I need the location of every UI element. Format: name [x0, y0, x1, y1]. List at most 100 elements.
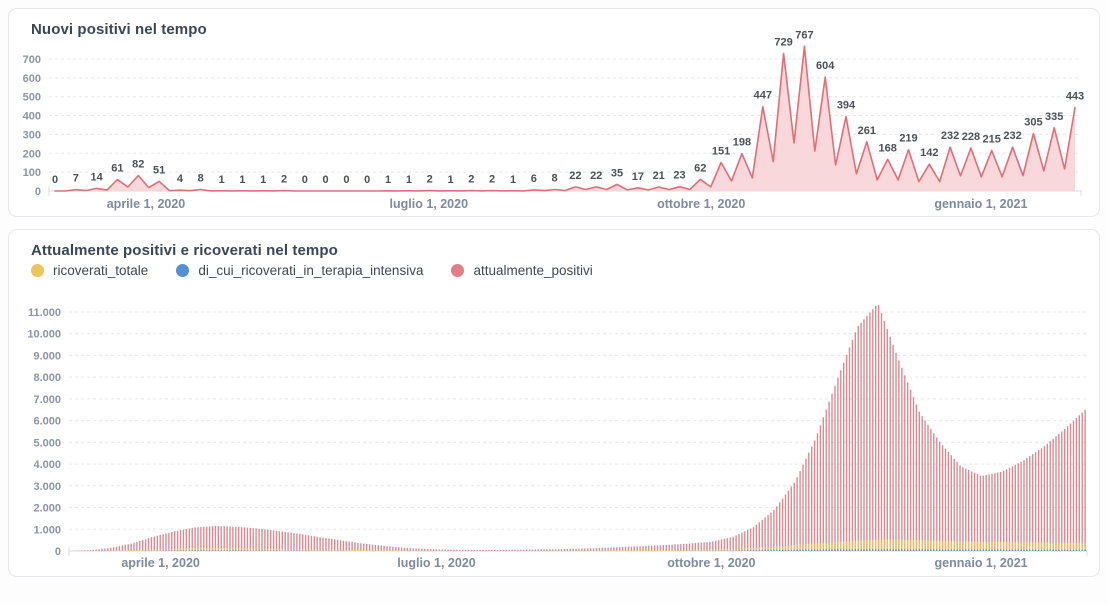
svg-text:767: 767 [795, 29, 813, 41]
legend-label-attualmente-positivi: attualmente_positivi [473, 263, 593, 278]
svg-text:1: 1 [406, 174, 412, 186]
svg-text:5.000: 5.000 [33, 437, 61, 449]
svg-text:0: 0 [343, 174, 349, 186]
chart-attualmente-positivi[interactable]: 0 1.000 2.000 3.000 4.000 5.000 6.000 7.000 8.00… [23, 284, 1091, 572]
svg-text:6: 6 [531, 173, 537, 185]
legend-dot-attualmente-positivi [451, 264, 465, 277]
x-axis-labels: aprile 1, 2020 luglio 1, 2020 ottobre 1, 2… [107, 197, 1028, 211]
svg-text:1.000: 1.000 [33, 524, 61, 536]
svg-text:0: 0 [52, 174, 58, 186]
svg-text:443: 443 [1066, 91, 1084, 103]
svg-text:600: 600 [23, 73, 41, 85]
svg-text:61: 61 [111, 163, 123, 175]
svg-text:1: 1 [385, 174, 391, 186]
svg-text:0: 0 [364, 174, 370, 186]
chart-title-nuovi-positivi: Nuovi positivi nel tempo [31, 21, 207, 38]
series-bars-di_cui_ricoverati_in_terapia_intensiva [142, 549, 1086, 551]
svg-text:3.000: 3.000 [33, 481, 61, 493]
svg-text:700: 700 [23, 54, 41, 66]
legend: ricoverati_totale di_cui_ricoverati_in_t… [31, 263, 1089, 278]
y-axis-labels: 0 100 200 300 400 500 600 700 [23, 54, 41, 198]
svg-text:gennaio 1, 2021: gennaio 1, 2021 [935, 556, 1028, 570]
legend-label-terapia-intensiva: di_cui_ricoverati_in_terapia_intensiva [198, 263, 424, 278]
svg-text:335: 335 [1045, 111, 1063, 123]
svg-text:aprile 1, 2020: aprile 1, 2020 [107, 197, 186, 211]
svg-text:6.000: 6.000 [33, 416, 61, 428]
svg-text:22: 22 [590, 170, 602, 182]
svg-text:62: 62 [694, 162, 706, 174]
svg-text:232: 232 [941, 130, 959, 142]
svg-text:300: 300 [23, 129, 41, 141]
svg-text:0: 0 [35, 186, 41, 198]
svg-text:51: 51 [153, 164, 165, 176]
legend-label-ricoverati-totale: ricoverati_totale [53, 263, 149, 278]
svg-text:8: 8 [552, 173, 558, 185]
svg-text:8: 8 [198, 173, 204, 185]
svg-text:10.000: 10.000 [27, 329, 61, 341]
svg-text:142: 142 [920, 147, 938, 159]
svg-text:0: 0 [55, 546, 61, 558]
legend-dot-terapia-intensiva [176, 264, 190, 277]
svg-text:500: 500 [23, 92, 41, 104]
svg-text:261: 261 [858, 125, 876, 137]
svg-text:17: 17 [632, 171, 644, 183]
svg-text:394: 394 [837, 100, 856, 112]
svg-text:23: 23 [673, 170, 685, 182]
svg-text:7.000: 7.000 [33, 394, 61, 406]
svg-text:1: 1 [510, 174, 516, 186]
series-line [54, 45, 1076, 192]
svg-text:168: 168 [879, 142, 897, 154]
svg-text:0: 0 [323, 174, 329, 186]
svg-text:14: 14 [90, 171, 103, 183]
svg-text:232: 232 [1003, 130, 1021, 142]
svg-text:151: 151 [712, 146, 730, 158]
series-area-fill [55, 46, 1075, 191]
svg-text:luglio 1, 2020: luglio 1, 2020 [397, 556, 476, 570]
svg-text:1: 1 [447, 174, 453, 186]
x-axis-labels: aprile 1, 2020 luglio 1, 2020 ottobre 1, 2… [121, 556, 1027, 570]
svg-text:4.000: 4.000 [33, 459, 61, 471]
svg-text:ottobre 1, 2020: ottobre 1, 2020 [667, 556, 755, 570]
svg-text:aprile 1, 2020: aprile 1, 2020 [121, 556, 200, 570]
svg-text:35: 35 [611, 167, 623, 179]
svg-text:2: 2 [427, 174, 433, 186]
svg-text:2: 2 [468, 174, 474, 186]
svg-text:228: 228 [962, 131, 980, 143]
legend-dot-ricoverati-totale [31, 264, 44, 277]
svg-text:198: 198 [733, 137, 751, 149]
y-axis-labels: 0 1.000 2.000 3.000 4.000 5.000 6.000 7.000 8.00… [27, 307, 61, 558]
svg-text:400: 400 [23, 111, 41, 123]
svg-text:ottobre 1, 2020: ottobre 1, 2020 [657, 197, 745, 211]
svg-text:2: 2 [489, 174, 495, 186]
svg-text:604: 604 [816, 60, 835, 72]
svg-text:7: 7 [73, 173, 79, 185]
svg-text:200: 200 [23, 148, 41, 160]
chart-title-attualmente-positivi: Attualmente positivi e ricoverati nel te… [31, 242, 338, 259]
svg-text:100: 100 [23, 167, 41, 179]
legend-item-ricoverati-totale[interactable]: ricoverati_totale [31, 263, 148, 278]
series-bars-ricoverati_totale [104, 539, 1086, 551]
svg-text:gennaio 1, 2021: gennaio 1, 2021 [934, 197, 1027, 211]
svg-text:1: 1 [260, 174, 266, 186]
svg-text:2: 2 [281, 174, 287, 186]
svg-text:1: 1 [218, 174, 224, 186]
svg-text:4: 4 [177, 173, 184, 185]
grid-lines [69, 311, 1087, 530]
svg-text:22: 22 [569, 170, 581, 182]
legend-item-attualmente-positivi[interactable]: attualmente_positivi [451, 263, 593, 278]
svg-text:219: 219 [899, 133, 917, 145]
svg-text:1: 1 [239, 174, 245, 186]
svg-text:447: 447 [754, 90, 772, 102]
svg-text:luglio 1, 2020: luglio 1, 2020 [390, 197, 469, 211]
card-attualmente-positivi: Attualmente positivi e ricoverati nel te… [8, 229, 1100, 577]
legend-item-terapia-intensiva[interactable]: di_cui_ricoverati_in_terapia_intensiva [176, 263, 423, 278]
card-nuovi-positivi: Nuovi positivi nel tempo 0 100 200 300 400 50… [8, 8, 1100, 217]
svg-text:305: 305 [1024, 117, 1042, 129]
svg-text:8.000: 8.000 [33, 372, 61, 384]
svg-text:729: 729 [774, 37, 792, 49]
svg-text:21: 21 [653, 170, 665, 182]
svg-text:9.000: 9.000 [33, 350, 61, 362]
